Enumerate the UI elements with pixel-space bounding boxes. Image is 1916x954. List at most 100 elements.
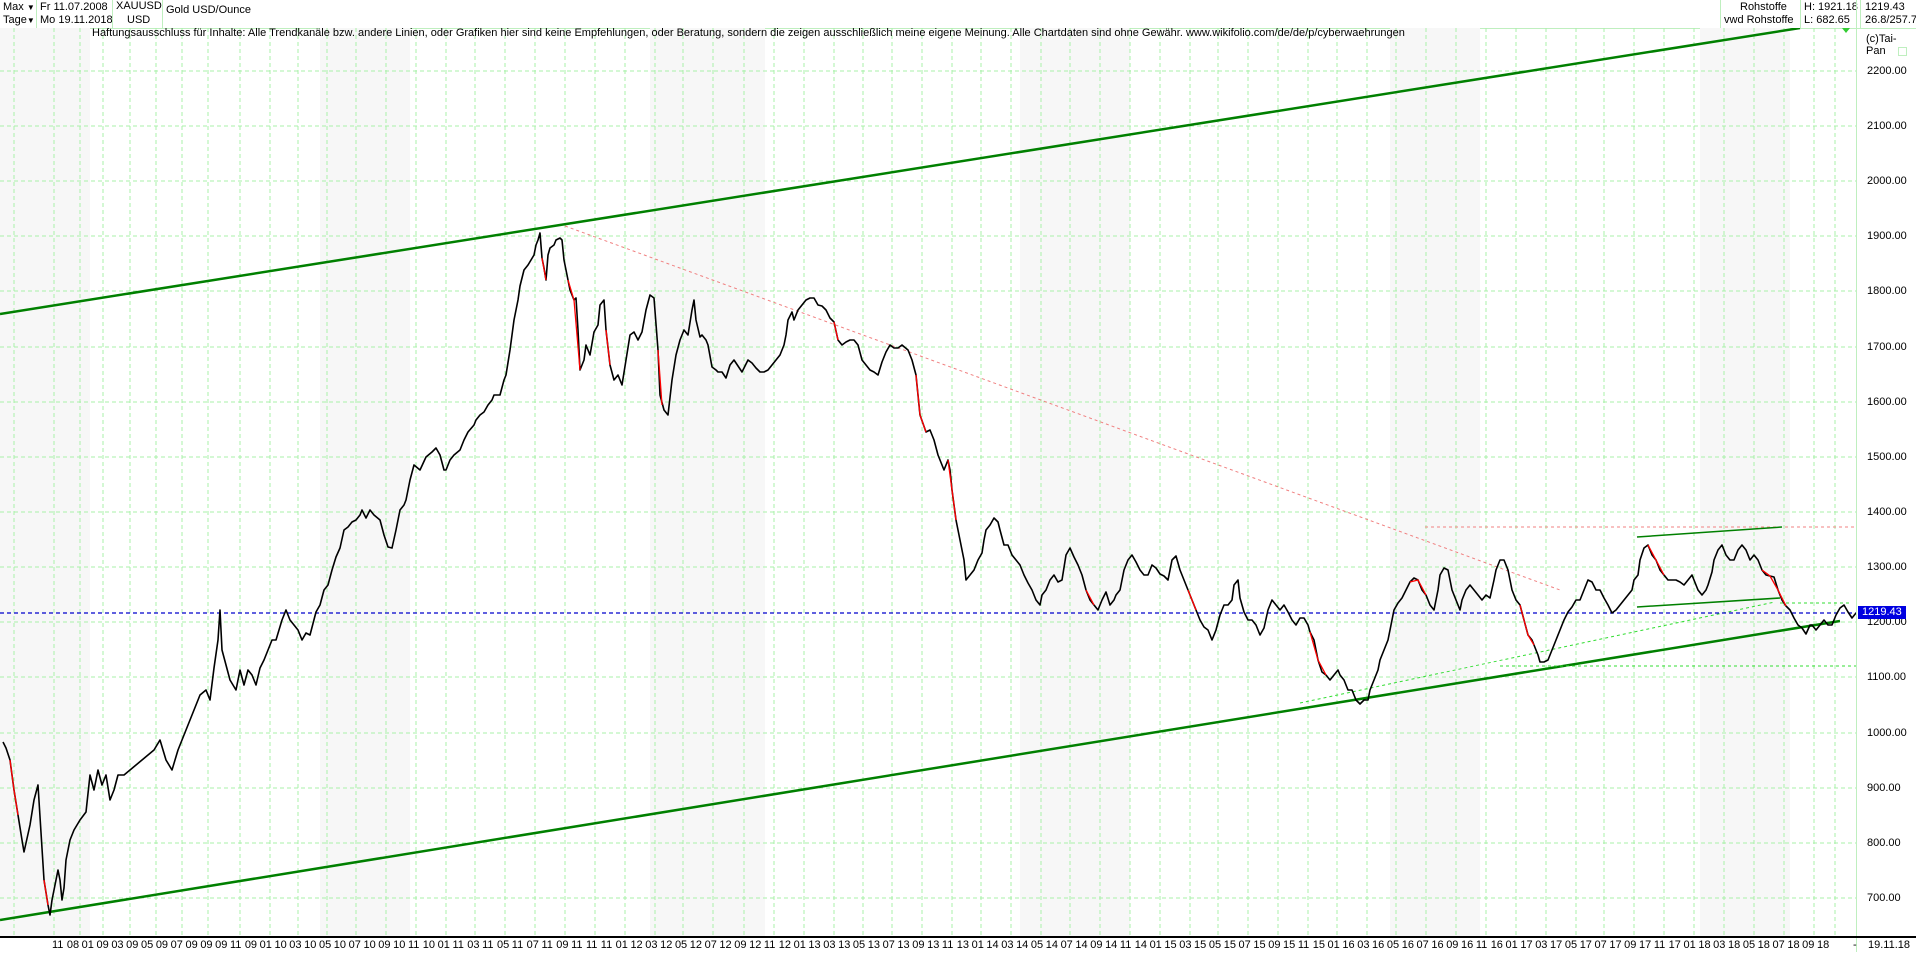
x-tick: 11: [511, 939, 524, 951]
x-tick: 11: [1297, 939, 1310, 951]
x-tick: 13: [808, 939, 821, 951]
chevron-down-icon: ▼: [26, 16, 35, 25]
x-tick: 14: [1075, 939, 1088, 951]
x-end-date: 19.11.18: [1868, 939, 1911, 951]
start-date[interactable]: Fr 11.07.2008: [40, 1, 108, 13]
year-bands: [0, 28, 1790, 936]
x-tick: 14: [1134, 939, 1147, 951]
x-tick: 16: [1342, 939, 1355, 951]
x-tick: 03: [1535, 939, 1548, 951]
x-tick: 09: [912, 939, 925, 951]
x-tick: 10: [333, 939, 347, 951]
x-tick: 18: [1728, 939, 1741, 951]
pattern-bottom-line: [1636, 597, 1781, 608]
x-axis-dash: -: [1853, 939, 1857, 951]
x-tick: 01: [1149, 939, 1162, 951]
collapse-icon[interactable]: [1898, 47, 1907, 56]
y-tick: 800.00: [1867, 837, 1901, 849]
header-divider: [1800, 0, 1801, 28]
header-divider: [112, 0, 113, 28]
x-tick: 05: [1742, 939, 1756, 951]
y-tick: 1800.00: [1867, 285, 1907, 297]
y-tick: 1700.00: [1867, 341, 1907, 353]
chart-plot-area[interactable]: [0, 28, 1856, 936]
x-tick: 05: [318, 939, 332, 951]
y-tick: 1100.00: [1867, 671, 1906, 683]
x-tick: 03: [289, 939, 302, 951]
channel-lower-line: [0, 619, 1841, 922]
x-tick: 11: [763, 939, 776, 951]
x-tick: 15: [1194, 939, 1207, 951]
x-tick: 11: [229, 939, 242, 951]
x-tick: 01: [1683, 939, 1696, 951]
x-tick: 09: [215, 939, 228, 951]
range-select[interactable]: Max ▼: [3, 1, 35, 14]
x-tick: 11: [541, 939, 553, 951]
red-down-candles: [9, 257, 1787, 906]
x-tick: 12: [749, 939, 762, 951]
x-tick: 05: [496, 939, 510, 951]
source: vwd Rohstoffe: [1724, 14, 1794, 26]
x-tick: 16: [1461, 939, 1474, 951]
header-divider: [36, 0, 37, 28]
x-tick: 11: [407, 939, 420, 951]
interval-select[interactable]: Tage▼: [3, 14, 35, 27]
x-tick: 11: [482, 939, 494, 951]
chart-header: Max ▼ Tage▼ Fr 11.07.2008 Mo 19.11.2018 …: [0, 0, 1916, 29]
low-value: L: 682.65: [1804, 14, 1850, 26]
x-tick: 15: [1164, 939, 1177, 951]
chevron-down-icon: ▼: [26, 3, 35, 12]
x-tick: 12: [778, 939, 791, 951]
x-tick: 05: [140, 939, 154, 951]
x-tick: 09: [185, 939, 198, 951]
y-tick: 1500.00: [1867, 451, 1907, 463]
x-tick: 14: [1016, 939, 1029, 951]
x-tick: 13: [838, 939, 851, 951]
y-tick: 2000.00: [1867, 175, 1907, 187]
x-tick: 01: [615, 939, 628, 951]
end-date[interactable]: Mo 19.11.2018: [40, 14, 113, 26]
y-tick: 1600.00: [1867, 396, 1907, 408]
symbol: XAUUSD: [116, 0, 162, 12]
x-tick: 01: [793, 939, 806, 951]
x-axis[interactable]: 11 08 01 09 03 09 05 09 07 09 09 09 11 09 01 10 03 10 05 10…: [0, 936, 1916, 954]
currency: USD: [127, 14, 151, 26]
y-axis[interactable]: 2200.00 2100.00 2000.00 1900.00 1800.00 …: [1856, 0, 1916, 952]
x-tick: 09: [1624, 939, 1637, 951]
x-tick: 09: [1802, 939, 1815, 951]
copyright: (c)Tai-Pan: [1866, 33, 1897, 57]
price-series-line: [2, 232, 1856, 916]
marker-triangle-icon: [1842, 28, 1850, 33]
x-tick: 17: [1550, 939, 1563, 951]
x-tick: 13: [897, 939, 910, 951]
x-tick: 13: [867, 939, 880, 951]
y-tick: 1400.00: [1867, 506, 1907, 518]
y-tick: 1300.00: [1867, 561, 1907, 573]
x-tick: 14: [1045, 939, 1058, 951]
x-tick: 12: [660, 939, 673, 951]
x-tick: 05: [1208, 939, 1222, 951]
x-tick: 17: [1579, 939, 1592, 951]
x-tick: 03: [1001, 939, 1014, 951]
horizontal-grid: [0, 70, 1856, 899]
x-tick: 10: [274, 939, 287, 951]
x-tick: 01: [81, 939, 94, 951]
x-tick: 15: [1283, 939, 1296, 951]
x-tick: 14: [1105, 939, 1118, 951]
x-tick: 17: [1520, 939, 1533, 951]
high-value: H: 1921.18: [1804, 1, 1858, 13]
header-divider: [1720, 0, 1721, 28]
x-tick: 11: [941, 939, 954, 951]
pattern-top-line: [1636, 526, 1783, 538]
y-tick: 1900.00: [1867, 230, 1907, 242]
x-tick: 14: [986, 939, 999, 951]
range-select-label: Max: [3, 1, 24, 13]
x-tick: 10: [393, 939, 406, 951]
header-divider: [1860, 0, 1861, 28]
x-tick: 09: [556, 939, 569, 951]
x-tick: 16: [1372, 939, 1385, 951]
instrument-name: Gold USD/Ounce: [166, 4, 251, 16]
x-tick: 11: [1653, 939, 1666, 951]
x-tick: 07: [1060, 939, 1073, 951]
x-tick: 07: [1416, 939, 1429, 951]
